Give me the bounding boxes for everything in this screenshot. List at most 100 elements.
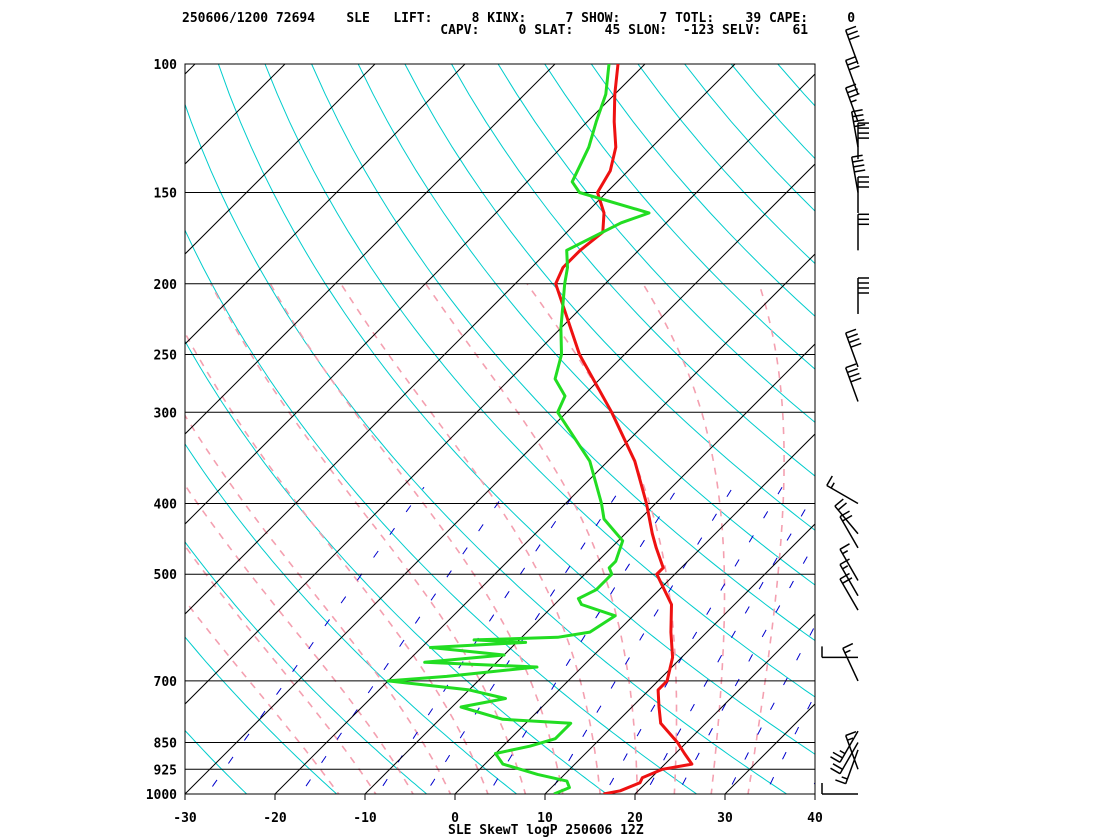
wind-barb-full bbox=[850, 377, 862, 383]
wind-barb-staff bbox=[844, 332, 859, 368]
wind-barb-full bbox=[839, 510, 850, 518]
moist-adiabat-line bbox=[526, 283, 678, 794]
dry-adiabat-line bbox=[730, 64, 815, 160]
temperature-label: 30 bbox=[717, 811, 733, 826]
pressure-label: 150 bbox=[154, 187, 178, 202]
mixing-ratio-line bbox=[726, 624, 815, 794]
wind-barb-staff bbox=[834, 505, 859, 535]
moist-adiabat-line bbox=[642, 283, 726, 794]
dry-adiabat-line bbox=[185, 729, 248, 794]
wind-barb-full bbox=[848, 65, 860, 71]
wind-barb-icon bbox=[821, 646, 859, 659]
moist-adiabat-line bbox=[747, 283, 785, 794]
wind-barb-staff bbox=[839, 548, 859, 581]
pressure-label: 200 bbox=[154, 278, 178, 293]
wind-barb-staff bbox=[850, 111, 859, 148]
wind-barb-staff bbox=[850, 156, 859, 193]
moist-adiabat-line bbox=[185, 599, 340, 794]
moist-adiabat-line bbox=[425, 283, 639, 794]
isotherm-line bbox=[185, 64, 556, 435]
dry-adiabat-line bbox=[450, 64, 815, 477]
pressure-label: 700 bbox=[154, 675, 178, 690]
wind-barb-full bbox=[839, 543, 850, 550]
dry-adiabat-line bbox=[637, 64, 815, 265]
dry-adiabat-line bbox=[357, 64, 815, 586]
wind-barb-full bbox=[842, 577, 853, 584]
wind-barb-icon bbox=[826, 475, 859, 505]
wind-barb-half bbox=[841, 776, 848, 780]
wind-barb-icon bbox=[850, 109, 866, 148]
wind-barb-half bbox=[830, 482, 835, 489]
mixing-ratio-line bbox=[300, 486, 510, 794]
dry-adiabat-line bbox=[777, 64, 815, 107]
wind-barb-full bbox=[839, 572, 850, 580]
temperature-line bbox=[554, 64, 694, 794]
wind-barb-icon bbox=[839, 543, 859, 581]
wind-barb-staff bbox=[839, 578, 859, 611]
moist-adiabat-line bbox=[269, 283, 564, 794]
dry-adiabat-line bbox=[977, 31, 1120, 810]
temperature-label: 0 bbox=[451, 811, 459, 826]
wind-barb-staff bbox=[839, 742, 859, 775]
wind-barb-icon bbox=[857, 176, 869, 214]
wind-barb-half bbox=[850, 99, 857, 103]
pressure-label: 300 bbox=[154, 406, 178, 421]
chart-title: SLE SkewT logP 250606 12Z bbox=[448, 823, 644, 838]
wind-barb-full bbox=[854, 169, 866, 173]
plot-frame bbox=[184, 63, 816, 795]
wind-barb-full bbox=[842, 514, 853, 522]
wind-barb-icon bbox=[844, 55, 860, 95]
wind-barb-half bbox=[842, 550, 849, 555]
wind-barb-full bbox=[830, 756, 841, 763]
mixing-ratio-line bbox=[644, 491, 815, 794]
isotherm-line bbox=[185, 64, 736, 615]
dry-adiabat-line bbox=[185, 541, 428, 794]
dry-adiabat-line bbox=[886, 31, 1120, 810]
dry-adiabat-line bbox=[185, 636, 338, 794]
mixing-ratio-line bbox=[487, 486, 679, 794]
temperature-label: -20 bbox=[263, 811, 287, 826]
isotherm-line bbox=[274, 253, 815, 794]
wind-barb-full bbox=[847, 333, 858, 339]
isotherm-line bbox=[185, 64, 376, 255]
wind-barb-staff bbox=[844, 749, 859, 784]
wind-barb-full bbox=[832, 763, 843, 770]
isotherm-line bbox=[185, 64, 286, 165]
isotherm-line bbox=[185, 64, 466, 345]
wind-barb-icon bbox=[834, 498, 859, 535]
wind-barb-staff bbox=[844, 87, 859, 123]
header-line-2: CAPV: 0 SLAT: 45 SLON: -123 SELV: 61 bbox=[182, 23, 808, 38]
pressure-label: 400 bbox=[154, 498, 178, 513]
wind-barb-full bbox=[837, 502, 847, 511]
wind-barb-full bbox=[826, 475, 833, 486]
wind-barb-full bbox=[848, 372, 860, 378]
wind-barb-staff bbox=[844, 367, 859, 402]
pressure-label: 500 bbox=[154, 568, 178, 583]
pressure-label: 100 bbox=[154, 58, 178, 73]
wind-barb-icon bbox=[842, 642, 859, 682]
isotherm-line bbox=[364, 343, 815, 794]
wind-barb-icon bbox=[821, 783, 858, 795]
temperature-label: 40 bbox=[807, 811, 823, 826]
wind-barb-icon bbox=[839, 558, 859, 597]
mixing-ratio-line bbox=[549, 486, 734, 794]
isotherm-line bbox=[185, 64, 646, 525]
wind-barb-half bbox=[839, 749, 846, 755]
dry-adiabat-line bbox=[544, 64, 815, 370]
header-line-1: 250606/1200 72694 SLE LIFT: 8 KINX: 7 SH… bbox=[182, 11, 855, 26]
wind-barb-full bbox=[852, 113, 864, 118]
wind-barb-full bbox=[845, 328, 857, 334]
wind-barb-full bbox=[839, 558, 850, 566]
dry-adiabat-line bbox=[683, 64, 815, 212]
wind-barb-icon bbox=[839, 510, 859, 549]
wind-barb-staff bbox=[839, 516, 859, 549]
wind-barb-staff bbox=[826, 484, 859, 505]
dry-adiabat-line bbox=[264, 64, 815, 698]
mixing-ratio-line bbox=[377, 486, 579, 794]
wind-barb-staff bbox=[844, 29, 859, 65]
wind-barb-full bbox=[847, 30, 858, 36]
temperature-label: -10 bbox=[353, 811, 377, 826]
wind-barb-full bbox=[845, 363, 857, 369]
wind-barb-full bbox=[834, 498, 844, 507]
dewpoint-line bbox=[386, 64, 651, 794]
